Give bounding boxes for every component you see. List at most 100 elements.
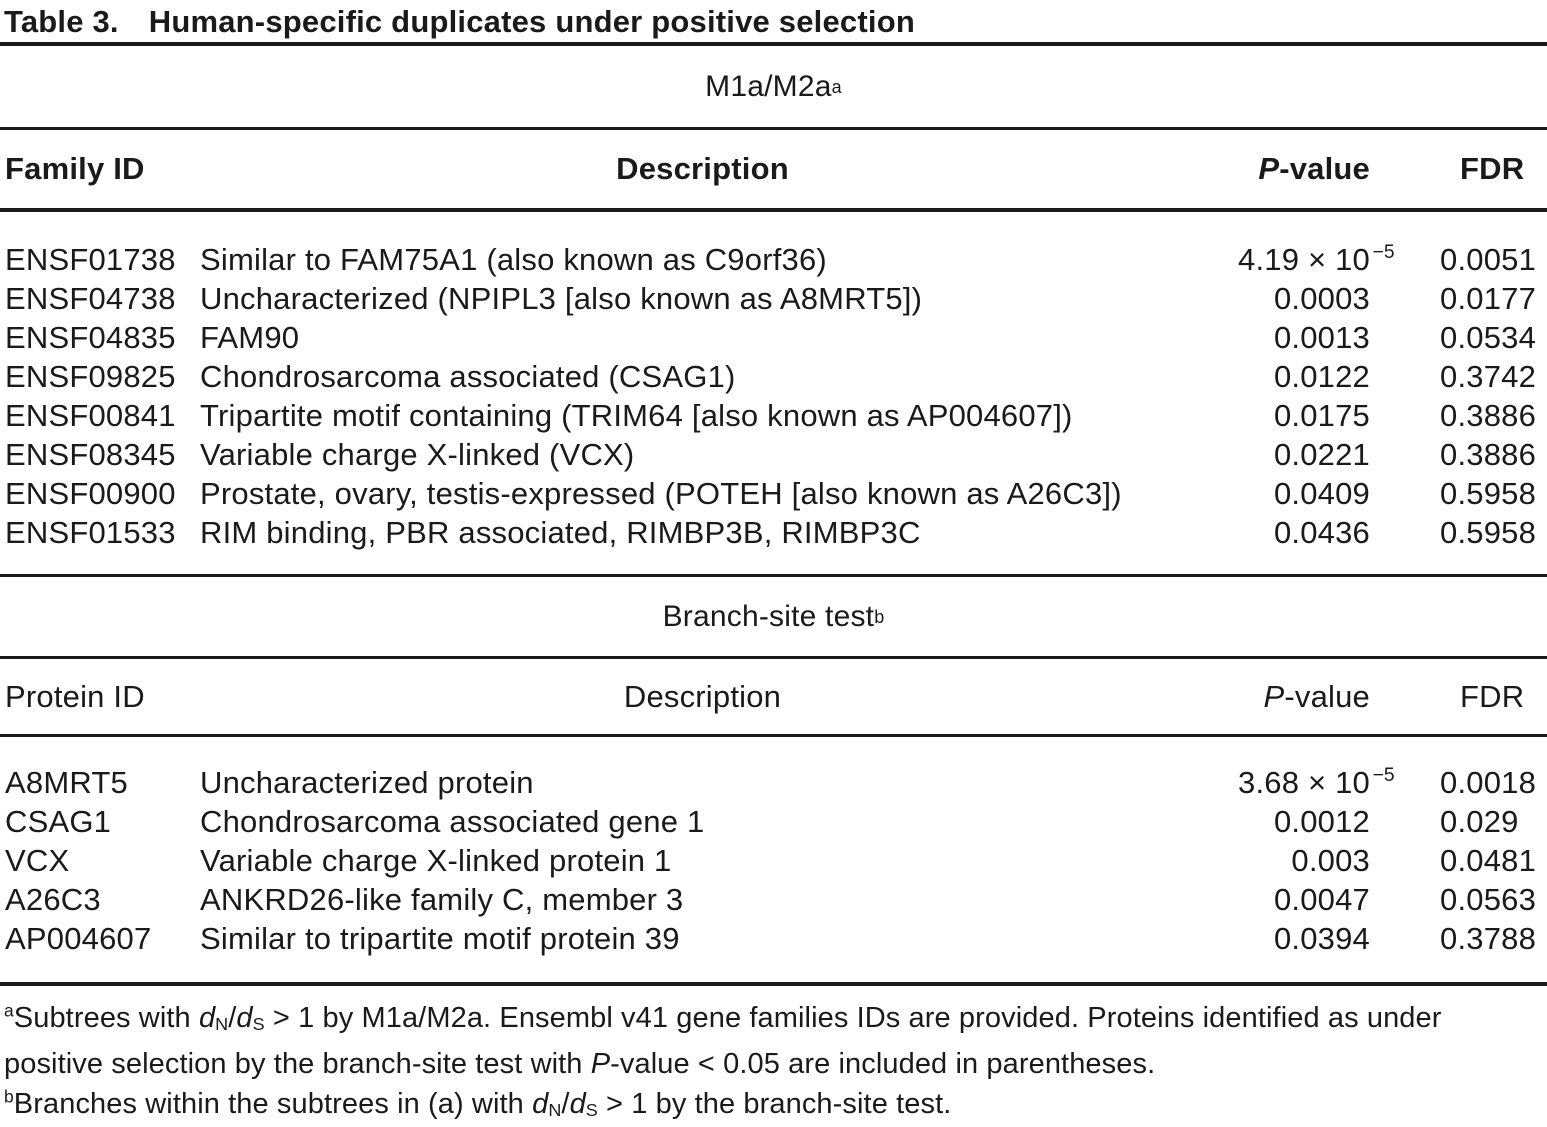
row-fdr: 0.3788 (1440, 921, 1537, 956)
section-title: M1a/M2a (705, 69, 832, 103)
p-value: 0.0003 (1273, 281, 1370, 316)
p-value: 0.003 (1291, 843, 1370, 878)
footnote-segment: d (236, 1002, 253, 1034)
p-value: 0.0047 (1273, 882, 1370, 917)
p-value: 4.19 × 10 (1238, 242, 1370, 277)
p-value: 0.0394 (1273, 921, 1370, 956)
row-fdr: 0.0534 (1440, 320, 1537, 355)
row-description: Chondrosarcoma associated gene 1 (200, 804, 705, 839)
row-fdr: 0.0018 (1440, 765, 1537, 800)
column-header-fdr-1: FDR (1460, 151, 1525, 186)
footnote-segment: > 1 by the branch-site test. (597, 1088, 952, 1121)
footnote-segment: / (228, 1002, 237, 1034)
p-value-italic-p: P (1263, 678, 1285, 714)
footnote-segment: Subtrees with (13, 1002, 199, 1034)
row-fdr: 0.0563 (1440, 882, 1537, 917)
row-fdr: 0.5958 (1440, 476, 1537, 511)
table-row: A8MRT5 Uncharacterized protein 3.68 × 10… (0, 763, 1547, 802)
row-p-value-cell: 0.0175 (1205, 396, 1370, 435)
section-title: Branch-site test (662, 599, 875, 633)
column-header-p-value-1: P-value (1205, 151, 1370, 187)
table-row: ENSF08345 Variable charge X-linked (VCX)… (0, 435, 1547, 474)
row-p-value-cell: 0.003 (1205, 841, 1370, 880)
p-value: 0.0436 (1273, 515, 1370, 550)
section-header-branch-site: Branch-site test b (0, 577, 1547, 659)
row-fdr: 0.0177 (1440, 281, 1537, 316)
footnote-segment: S (252, 1014, 265, 1035)
row-id: ENSF04738 (5, 281, 176, 316)
row-id: ENSF08345 (5, 437, 176, 472)
footnote-segment: d (532, 1088, 549, 1121)
row-description: Uncharacterized (NPIPL3 [also known as A… (200, 281, 923, 316)
footnote-b: bBranches within the subtrees in (a) wit… (4, 1084, 1543, 1127)
row-id: ENSF00841 (5, 398, 176, 433)
column-header-family-id: Family ID (5, 151, 145, 186)
footnote-marker-b: b (4, 1086, 14, 1107)
footnote-text-a: Subtrees with dN/dS > 1 by M1a/M2a. Ense… (4, 1002, 1442, 1080)
table-row: ENSF04835 FAM90 0.0013 0.0534 (0, 318, 1547, 357)
row-description: FAM90 (200, 320, 300, 355)
row-p-value-cell: 0.0013 (1205, 318, 1370, 357)
row-p-value-cell: 3.68 × 10 −5 (1205, 763, 1394, 802)
row-id: VCX (5, 843, 70, 878)
column-header-row-2: Protein ID Description P-value FDR (0, 659, 1547, 737)
table-row: ENSF04738 Uncharacterized (NPIPL3 [also … (0, 279, 1547, 318)
p-value: 0.0013 (1273, 320, 1370, 355)
p-value: 0.0012 (1273, 804, 1370, 839)
footnote-segment: -value < 0.05 are included in parenthese… (610, 1048, 1156, 1081)
column-header-description-1: Description (616, 151, 789, 186)
footnotes: aSubtrees with dN/dS > 1 by M1a/M2a. Ens… (0, 986, 1547, 1127)
p-value: 0.0122 (1273, 359, 1370, 394)
footnote-segment: P (590, 1048, 611, 1081)
row-id: A8MRT5 (5, 765, 128, 800)
row-id: ENSF00900 (5, 476, 176, 511)
table-row: ENSF01533 RIM binding, PBR associated, R… (0, 513, 1547, 552)
p-value-exponent: −5 (1372, 765, 1395, 786)
table-row: A26C3 ANKRD26-like family C, member 3 0.… (0, 880, 1547, 919)
footnote-segment: / (561, 1088, 570, 1121)
column-header-row-1: Family ID Description P-value FDR (0, 130, 1547, 212)
p-value-rest: -value (1279, 151, 1370, 186)
row-id: ENSF01738 (5, 242, 176, 277)
row-description: Similar to FAM75A1 (also known as C9orf3… (200, 242, 827, 277)
row-p-value-cell: 0.0047 (1205, 880, 1370, 919)
row-id: ENSF04835 (5, 320, 176, 355)
table-row: ENSF00841 Tripartite motif containing (T… (0, 396, 1547, 435)
table-row: ENSF09825 Chondrosarcoma associated (CSA… (0, 357, 1547, 396)
p-value: 3.68 × 10 (1238, 765, 1370, 800)
row-fdr: 0.3886 (1440, 398, 1537, 433)
row-fdr: 0.0481 (1440, 843, 1537, 878)
row-id: ENSF01533 (5, 515, 176, 550)
footnote-text-b: Branches within the subtrees in (a) with… (14, 1088, 952, 1120)
p-value-italic-p: P (1258, 151, 1280, 186)
table-row: VCX Variable charge X-linked protein 1 0… (0, 841, 1547, 880)
p-value: 0.0221 (1273, 437, 1370, 472)
row-description: Variable charge X-linked (VCX) (200, 437, 635, 472)
p-value: 0.0409 (1273, 476, 1370, 511)
table-body-m1a-m2a: ENSF01738 Similar to FAM75A1 (also known… (0, 212, 1547, 577)
p-value: 0.0175 (1273, 398, 1370, 433)
column-header-fdr-2: FDR (1460, 678, 1525, 714)
row-fdr: 0.5958 (1440, 515, 1537, 550)
footnote-segment: d (569, 1088, 586, 1121)
table-row: AP004607 Similar to tripartite motif pro… (0, 919, 1547, 958)
table-body-branch-site: A8MRT5 Uncharacterized protein 3.68 × 10… (0, 737, 1547, 986)
row-description: Variable charge X-linked protein 1 (200, 843, 672, 878)
row-description: RIM binding, PBR associated, RIMBP3B, RI… (200, 515, 921, 550)
row-description: Uncharacterized protein (200, 765, 534, 800)
row-id: CSAG1 (5, 804, 112, 839)
p-value-rest: -value (1284, 678, 1370, 714)
column-header-protein-id: Protein ID (5, 678, 145, 714)
footnote-segment: N (215, 1014, 229, 1035)
row-description: ANKRD26-like family C, member 3 (200, 882, 684, 917)
row-fdr: 0.3886 (1440, 437, 1537, 472)
row-fdr: 0.0051 (1440, 242, 1537, 277)
footnote-segment: d (198, 1002, 216, 1034)
row-p-value-cell: 0.0122 (1205, 357, 1370, 396)
table-caption: Human-specific duplicates under positive… (148, 4, 915, 39)
footnote-segment: Branches within the subtrees in (a) with (13, 1088, 533, 1121)
section-header-m1a-m2a: M1a/M2a a (0, 46, 1547, 130)
row-description: Similar to tripartite motif protein 39 (200, 921, 680, 956)
row-p-value-cell: 0.0436 (1205, 513, 1370, 552)
row-fdr: 0.3742 (1440, 359, 1537, 394)
